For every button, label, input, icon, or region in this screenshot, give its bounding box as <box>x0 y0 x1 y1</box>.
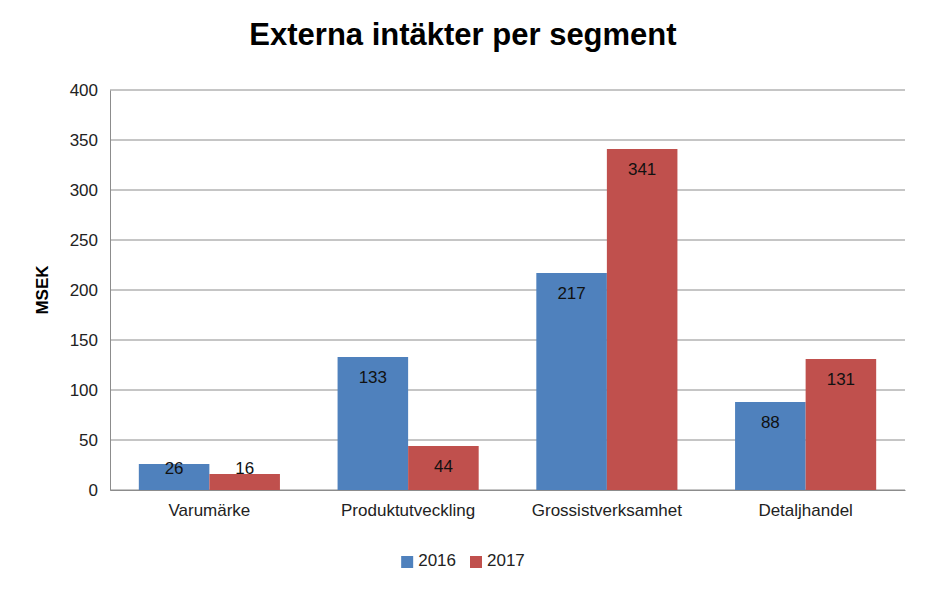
x-tick-label: Grossistverksamhet <box>532 501 682 520</box>
grid-line <box>110 340 905 341</box>
y-tick-label: 250 <box>70 231 98 250</box>
data-label: 26 <box>165 459 184 478</box>
data-label: 44 <box>434 457 453 476</box>
y-tick: 300 <box>70 181 110 200</box>
y-tick: 250 <box>70 231 110 250</box>
grid-line <box>110 240 905 241</box>
y-tick-label: 350 <box>70 131 98 150</box>
bars <box>139 149 876 490</box>
plot-area: 0 50 100 150 200 250 300 350 400 26 133 217 88 16 44 34… <box>70 81 906 520</box>
y-tick: 200 <box>70 281 110 300</box>
y-tick-label: 400 <box>70 81 98 100</box>
bar <box>806 359 877 490</box>
legend-swatch <box>401 556 413 568</box>
y-tick: 150 <box>70 331 110 350</box>
grid <box>110 90 905 490</box>
bar <box>338 357 409 490</box>
data-label: 131 <box>827 370 855 389</box>
y-tick-label: 200 <box>70 281 98 300</box>
y-tick-label: 0 <box>89 481 98 500</box>
grid-line <box>110 90 905 91</box>
y-tick: 400 <box>70 81 110 100</box>
y-tick-label: 300 <box>70 181 98 200</box>
bar <box>536 273 607 490</box>
y-tick: 0 <box>89 481 110 500</box>
y-tick-label: 100 <box>70 381 98 400</box>
grid-line <box>110 190 905 191</box>
y-axis-title: MSEK <box>33 265 52 315</box>
data-labels: 26 133 217 88 16 44 341 131 <box>165 160 855 478</box>
y-tick-label: 150 <box>70 331 98 350</box>
data-label: 341 <box>628 160 656 179</box>
x-tick-label: Produktutveckling <box>341 501 475 520</box>
legend-label: 2017 <box>487 551 525 570</box>
grid-line <box>110 290 905 291</box>
grid-line <box>110 140 905 141</box>
data-label: 16 <box>235 459 254 478</box>
y-axis: 0 50 100 150 200 250 300 350 400 <box>70 81 111 500</box>
y-axis-line <box>110 91 111 491</box>
legend-label: 2016 <box>418 551 456 570</box>
x-tick: Detaljhandel <box>758 490 853 520</box>
legend: 2016 2017 <box>401 551 525 570</box>
data-label: 217 <box>557 284 585 303</box>
x-axis-line <box>111 490 906 491</box>
x-axis: Varumärke Produktutveckling Grossistverksa… <box>111 490 906 520</box>
legend-item: 2016 <box>401 551 456 570</box>
bar <box>735 402 806 490</box>
y-tick-label: 50 <box>79 431 98 450</box>
y-tick: 50 <box>79 431 110 450</box>
y-tick: 350 <box>70 131 110 150</box>
bar <box>607 149 678 490</box>
data-label: 88 <box>761 413 780 432</box>
legend-swatch <box>470 556 482 568</box>
grid-line <box>110 390 905 391</box>
x-tick-label: Varumärke <box>168 501 250 520</box>
y-tick: 100 <box>70 381 110 400</box>
data-label: 133 <box>359 368 387 387</box>
x-tick: Produktutveckling <box>341 490 475 520</box>
chart: 0 50 100 150 200 250 300 350 400 26 133 217 88 16 44 34… <box>0 0 926 595</box>
x-tick: Varumärke <box>168 490 250 520</box>
bar <box>408 446 479 490</box>
x-tick-label: Detaljhandel <box>758 501 853 520</box>
legend-item: 2017 <box>470 551 525 570</box>
title: Externa intäkter per segment <box>249 17 676 52</box>
x-tick: Grossistverksamhet <box>532 490 682 520</box>
